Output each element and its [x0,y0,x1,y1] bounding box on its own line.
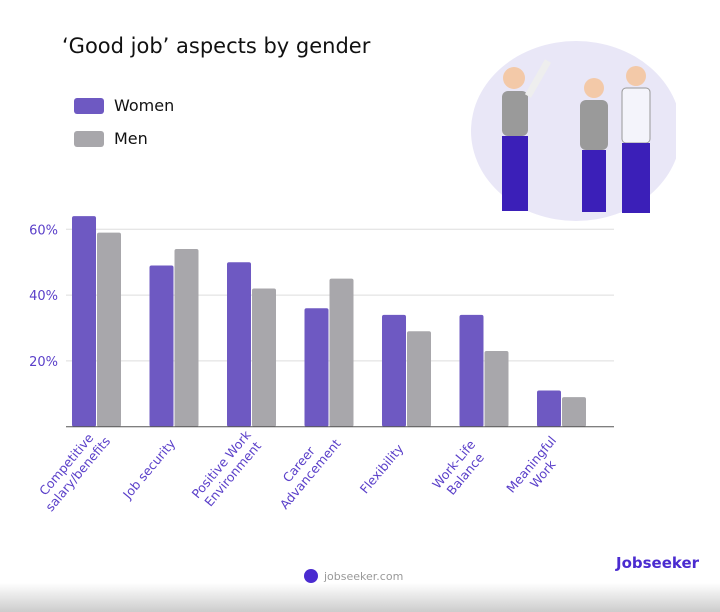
bar-women [537,390,561,427]
bottom-shade [0,583,720,612]
bar-women [72,216,96,427]
y-tick-label: 40% [29,289,58,304]
bar-women [459,314,484,427]
y-tick-label: 20% [29,355,58,370]
person-middle [580,78,608,212]
y-tick-label: 60% [29,223,58,238]
x-tick-label: Job security [119,436,179,503]
bar-men [252,288,276,427]
bar-men [329,278,354,427]
person-left [502,59,552,211]
chart-title: ‘Good job’ aspects by gender [62,34,371,58]
jobseeker-logo-icon [304,569,318,583]
bar-men [174,249,199,427]
footer-url[interactable]: jobseeker.com [304,569,403,583]
bar-women [149,265,174,427]
people-illustration [471,41,676,221]
bar-men [407,331,431,427]
legend-swatch-men [74,130,104,147]
x-tick-label: Competitivesalary/benefits [31,424,113,514]
bar-men [97,232,121,427]
footer-url-text: jobseeker.com [324,569,404,583]
bar-women [227,262,251,427]
x-tick-label: Positive WorkEnvironment [189,427,266,511]
person-right [621,66,651,213]
legend-swatch-women [74,97,104,114]
bar-women [382,314,406,427]
legend-women: Women [74,96,174,115]
x-tick-label: CareerAdvancement [265,426,344,512]
x-tick-label: Work-LifeBalance [429,437,490,501]
bar-women [304,308,329,427]
x-tick-label: MeaningfulWork [503,433,570,505]
legend-label-men: Men [114,129,148,148]
bar-men [484,351,509,427]
legend-men: Men [74,129,148,148]
legend-label-women: Women [114,96,175,115]
brand-logo: Jobseeker [616,554,700,572]
x-tick-label: Flexibility [357,441,407,497]
bar-men [562,397,586,427]
bar-chart: 20% 40% 60% Competitivesalary/benefits Job s… [29,216,614,514]
